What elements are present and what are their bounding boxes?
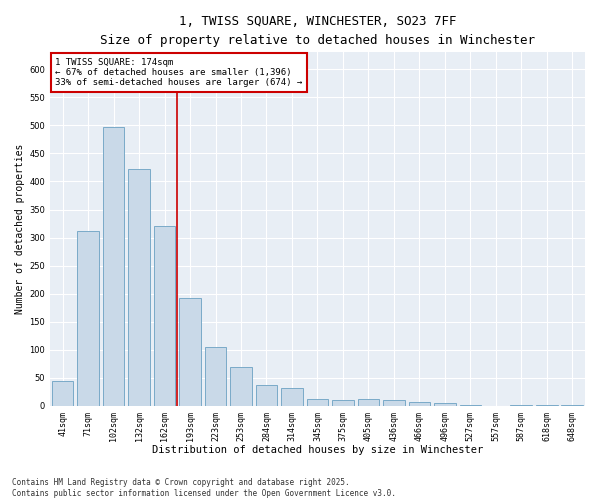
Bar	[307, 399, 328, 406]
Bar	[383, 400, 405, 406]
Bar	[562, 405, 583, 406]
Bar	[358, 399, 379, 406]
Bar	[460, 405, 481, 406]
Bar	[434, 403, 455, 406]
Bar	[230, 366, 252, 406]
Bar	[409, 402, 430, 406]
Bar	[179, 298, 201, 406]
Bar	[281, 388, 303, 406]
Text: 1 TWISS SQUARE: 174sqm
← 67% of detached houses are smaller (1,396)
33% of semi-: 1 TWISS SQUARE: 174sqm ← 67% of detached…	[55, 58, 302, 88]
X-axis label: Distribution of detached houses by size in Winchester: Distribution of detached houses by size …	[152, 445, 483, 455]
Bar	[128, 169, 150, 406]
Bar	[256, 385, 277, 406]
Bar	[332, 400, 354, 406]
Text: Contains HM Land Registry data © Crown copyright and database right 2025.
Contai: Contains HM Land Registry data © Crown c…	[12, 478, 396, 498]
Y-axis label: Number of detached properties: Number of detached properties	[15, 144, 25, 314]
Bar	[77, 231, 99, 406]
Bar	[511, 405, 532, 406]
Bar	[52, 380, 73, 406]
Bar	[154, 226, 175, 406]
Bar	[205, 347, 226, 406]
Bar	[103, 127, 124, 406]
Title: 1, TWISS SQUARE, WINCHESTER, SO23 7FF
Size of property relative to detached hous: 1, TWISS SQUARE, WINCHESTER, SO23 7FF Si…	[100, 15, 535, 47]
